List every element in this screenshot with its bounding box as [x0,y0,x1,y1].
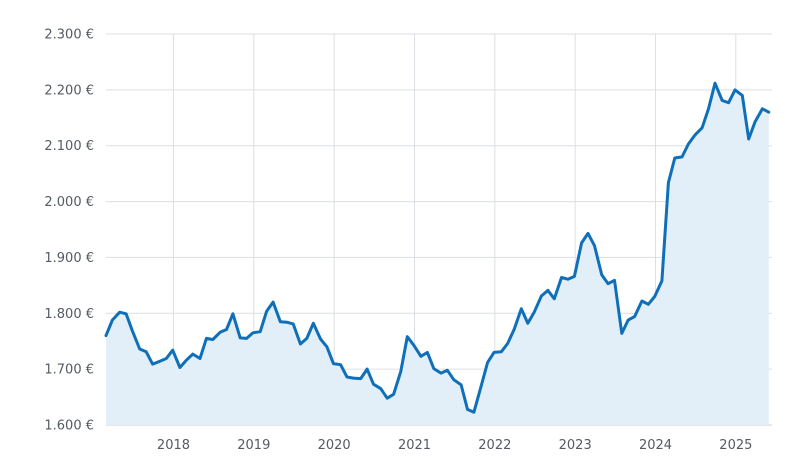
x-axis: 2018 2019 2020 2021 2022 2023 2024 2025 [157,438,752,453]
y-tick-label: 2.100 € [44,139,94,154]
y-tick-label: 2.200 € [44,83,94,98]
y-tick-label: 1.800 € [44,307,94,322]
y-axis: 1.600 € 1.700 € 1.800 € 1.900 € 2.000 € 2.100… [44,28,94,434]
y-tick-label: 2.300 € [44,28,94,43]
y-tick-label: 1.600 € [44,419,94,434]
x-tick-label: 2022 [478,438,511,453]
x-tick-label: 2023 [559,438,592,453]
y-tick-label: 2.000 € [44,195,94,210]
x-tick-label: 2025 [719,438,752,453]
series-line [104,81,771,414]
x-tick-label: 2021 [398,438,431,453]
x-tick-label: 2024 [639,438,672,453]
y-tick-label: 1.900 € [44,251,94,266]
x-tick-label: 2018 [157,438,190,453]
x-tick-label: 2019 [237,438,270,453]
x-tick-label: 2020 [318,438,351,453]
area-fill [106,83,769,425]
y-tick-label: 1.700 € [44,363,94,378]
